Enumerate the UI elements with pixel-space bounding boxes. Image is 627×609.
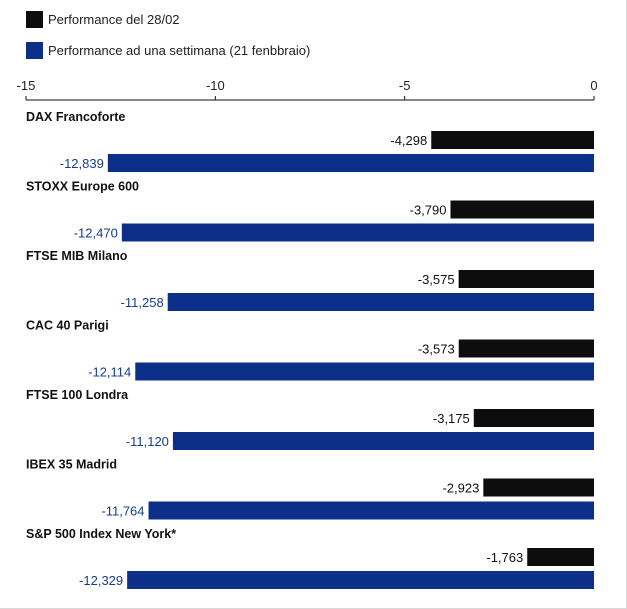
bar-week-3: [135, 362, 594, 381]
x-tick-label-0: -15: [17, 78, 36, 93]
x-tick-label-3: 0: [590, 78, 597, 93]
data-label-current-2: -3,575: [418, 272, 455, 287]
data-label-week-2: -11,258: [121, 295, 164, 310]
bar-week-2: [167, 293, 594, 311]
data-label-week-3: -12,114: [88, 365, 131, 380]
chart-legend: Performance del 28/02 Performance ad una…: [26, 9, 310, 71]
data-label-current-0: -4,298: [390, 133, 427, 148]
bar-week-0: [107, 154, 594, 172]
x-tick-label-1: -10: [206, 78, 225, 93]
category-label-1: STOXX Europe 600: [26, 180, 139, 194]
data-label-week-6: -12,329: [79, 573, 123, 588]
legend-item-week: Performance ad una settimana (21 fenbbra…: [26, 40, 310, 60]
data-label-current-3: -3,573: [418, 342, 455, 357]
data-label-current-4: -3,175: [433, 411, 470, 426]
legend-item-current: Performance del 28/02: [26, 9, 310, 29]
bar-week-6: [127, 571, 594, 589]
bar-current-2: [458, 270, 594, 288]
category-label-0: DAX Francoforte: [26, 110, 125, 124]
data-label-current-6: -1,763: [486, 550, 523, 565]
data-label-current-1: -3,790: [410, 203, 447, 218]
category-label-2: FTSE MIB Milano: [26, 249, 128, 263]
category-label-4: FTSE 100 Londra: [26, 388, 129, 402]
bar-current-3: [458, 339, 594, 358]
bar-current-4: [473, 409, 594, 427]
data-label-week-4: -11,120: [126, 434, 169, 449]
bar-current-0: [431, 131, 594, 149]
bar-current-1: [450, 200, 594, 219]
legend-swatch-week: [26, 41, 43, 59]
data-label-current-5: -2,923: [442, 481, 479, 496]
legend-label-current: Performance del 28/02: [48, 11, 180, 27]
bar-current-5: [483, 478, 594, 497]
x-tick-label-2: -5: [399, 78, 411, 93]
legend-swatch-current: [26, 10, 43, 28]
bar-current-6: [527, 548, 594, 566]
bar-week-4: [172, 432, 594, 450]
bar-week-1: [121, 223, 594, 242]
category-label-3: CAC 40 Parigi: [26, 319, 109, 333]
legend-label-week: Performance ad una settimana (21 fenbbra…: [48, 42, 311, 58]
data-label-week-5: -11,764: [101, 504, 144, 519]
bar-week-5: [148, 501, 594, 520]
data-label-week-1: -12,470: [74, 226, 118, 241]
category-label-6: S&P 500 Index New York*: [26, 527, 176, 541]
category-label-5: IBEX 35 Madrid: [26, 458, 117, 472]
data-label-week-0: -12,839: [60, 156, 104, 171]
